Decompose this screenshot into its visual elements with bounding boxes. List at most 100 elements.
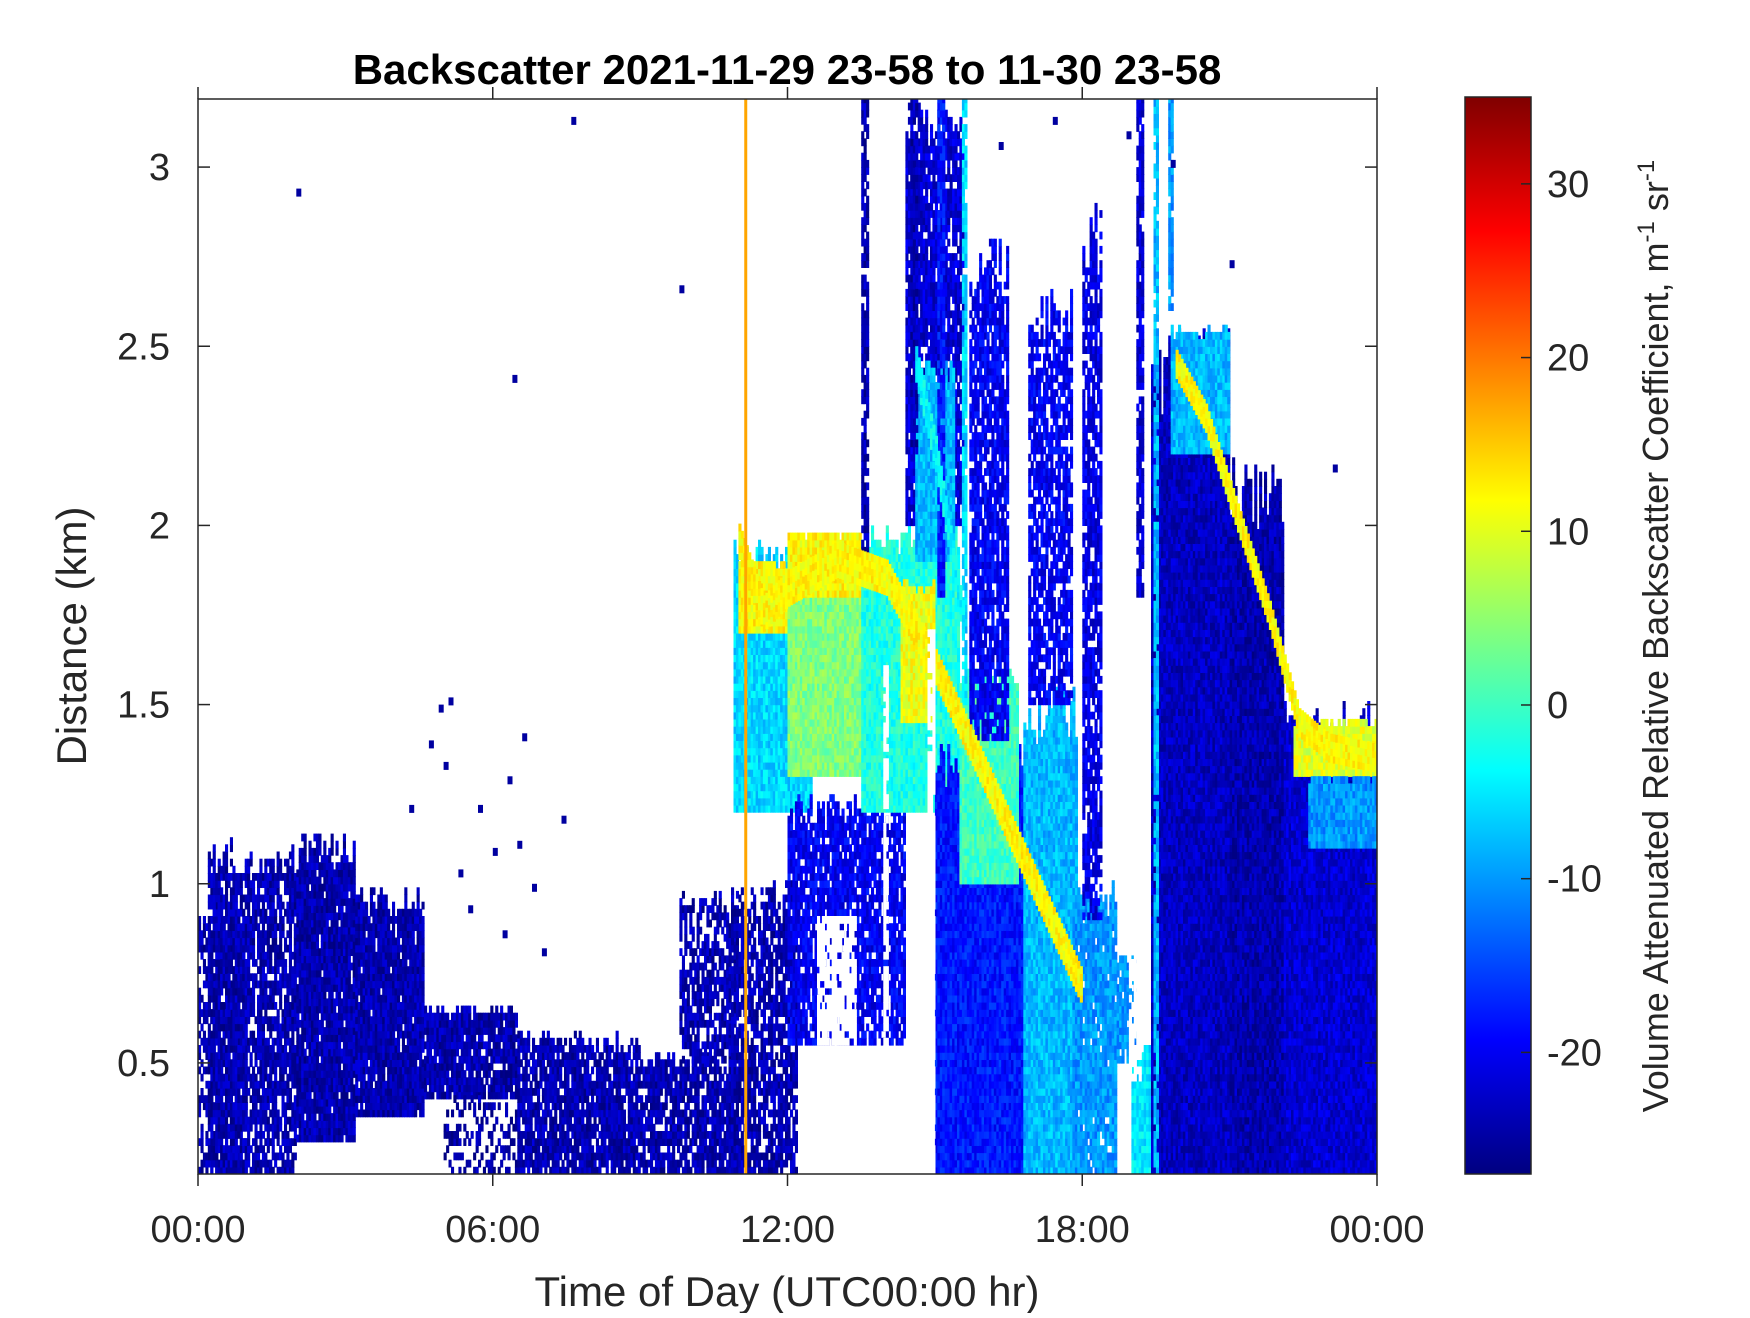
heatmap-cell (331, 834, 334, 842)
heatmap-cell (473, 1006, 476, 1014)
heatmap-cell (210, 981, 213, 989)
heatmap-cell (225, 1138, 228, 1146)
heatmap-cell (242, 909, 245, 917)
heatmap-cell (279, 895, 282, 903)
heatmap-cell (250, 1124, 253, 1132)
heatmap-cell (284, 938, 287, 946)
heatmap-cell (422, 988, 425, 996)
heatmap-cell (201, 1138, 204, 1146)
heatmap-cell (422, 952, 425, 960)
heatmap-cell (483, 1084, 486, 1092)
heatmap-cell (345, 1092, 348, 1100)
heatmap-cell (220, 1095, 223, 1103)
heatmap-cell (252, 938, 255, 946)
heatmap-cell (456, 1049, 459, 1057)
heatmap-cell (213, 852, 216, 860)
heatmap-cell (228, 1052, 231, 1060)
heatmap-cell (304, 834, 307, 842)
heatmap-cell (503, 1153, 506, 1161)
heatmap-cell (387, 966, 390, 974)
heatmap-cell (473, 1034, 476, 1042)
heatmap-cell (500, 1160, 503, 1168)
heatmap-cell (473, 1110, 476, 1118)
heatmap-cell (370, 895, 373, 903)
heatmap-cell (235, 1153, 238, 1161)
heatmap-cell (544, 1124, 547, 1132)
heatmap-cell (338, 991, 341, 999)
heatmap-cell (535, 1074, 538, 1082)
heatmap-cell (331, 848, 334, 856)
heatmap-cell (532, 1131, 535, 1139)
heatmap-region (296, 834, 356, 1143)
heatmap-cell (218, 1059, 221, 1067)
heatmap-cell (203, 930, 206, 938)
heatmap-cell (252, 887, 255, 895)
heatmap-cell (210, 1131, 213, 1139)
heatmap-cell (272, 866, 275, 874)
heatmap-cell (414, 1059, 417, 1067)
heatmap-cell (274, 1160, 277, 1168)
heatmap-cell (446, 1013, 449, 1021)
heatmap-cell (341, 1135, 344, 1143)
heatmap-cell (468, 1160, 471, 1168)
heatmap-cell (242, 930, 245, 938)
heatmap-cell (461, 1110, 464, 1118)
heatmap-cell (237, 1088, 240, 1096)
heatmap-cell (213, 859, 216, 867)
heatmap-cell (205, 1016, 208, 1024)
heatmap-cell (353, 841, 356, 849)
heatmap-cell (424, 1006, 427, 1014)
heatmap-cell (210, 1124, 213, 1132)
heatmap-cell (240, 1074, 243, 1082)
heatmap-cell (422, 995, 425, 1003)
heatmap-cell (277, 1009, 280, 1017)
heatmap-cell (431, 1092, 434, 1100)
heatmap-cell (353, 855, 356, 863)
heatmap-cell (446, 1124, 449, 1132)
heatmap-cell (372, 887, 375, 895)
heatmap-cell (522, 1102, 525, 1110)
heatmap-cell (237, 952, 240, 960)
heatmap-cell (463, 1138, 466, 1146)
heatmap-cell (318, 970, 321, 978)
heatmap-cell (517, 1052, 520, 1060)
heatmap-cell (264, 909, 267, 917)
heatmap-cell (242, 1045, 245, 1053)
heatmap-cell (530, 1124, 533, 1132)
heatmap-cell (355, 1102, 358, 1110)
heatmap-cell (569, 1038, 572, 1046)
heatmap-cell (223, 1002, 226, 1010)
heatmap-cell (286, 1081, 289, 1089)
heatmap-cell (208, 1160, 211, 1168)
heatmap-cell (240, 1024, 243, 1032)
heatmap-cell (274, 1002, 277, 1010)
heatmap-cell (512, 1027, 515, 1035)
heatmap-cell (581, 1117, 584, 1125)
heatmap-cell (505, 1092, 508, 1100)
heatmap-cell (277, 1138, 280, 1146)
heatmap-cell (453, 1095, 456, 1103)
heatmap-cell (503, 1063, 506, 1071)
heatmap-cell (218, 1031, 221, 1039)
heatmap-cell (537, 1145, 540, 1153)
heatmap-cell (586, 1059, 589, 1067)
heatmap-cell (574, 1160, 577, 1168)
heatmap-cell (225, 909, 228, 917)
heatmap-cell (557, 1088, 560, 1096)
heatmap-cell (343, 848, 346, 856)
heatmap-cell (316, 934, 319, 942)
heatmap-cell (252, 995, 255, 1003)
heatmap-cell (235, 1138, 238, 1146)
heatmap-cell (372, 902, 375, 910)
heatmap-cell (589, 1117, 592, 1125)
heatmap-cell (422, 930, 425, 938)
heatmap-cell (240, 880, 243, 888)
heatmap-cell (237, 916, 240, 924)
heatmap-cell (313, 869, 316, 877)
heatmap-cell (318, 841, 321, 849)
heatmap-cell (350, 1077, 353, 1085)
heatmap-cell (341, 905, 344, 913)
heatmap-cell (547, 1102, 550, 1110)
heatmap-cell (466, 1131, 469, 1139)
